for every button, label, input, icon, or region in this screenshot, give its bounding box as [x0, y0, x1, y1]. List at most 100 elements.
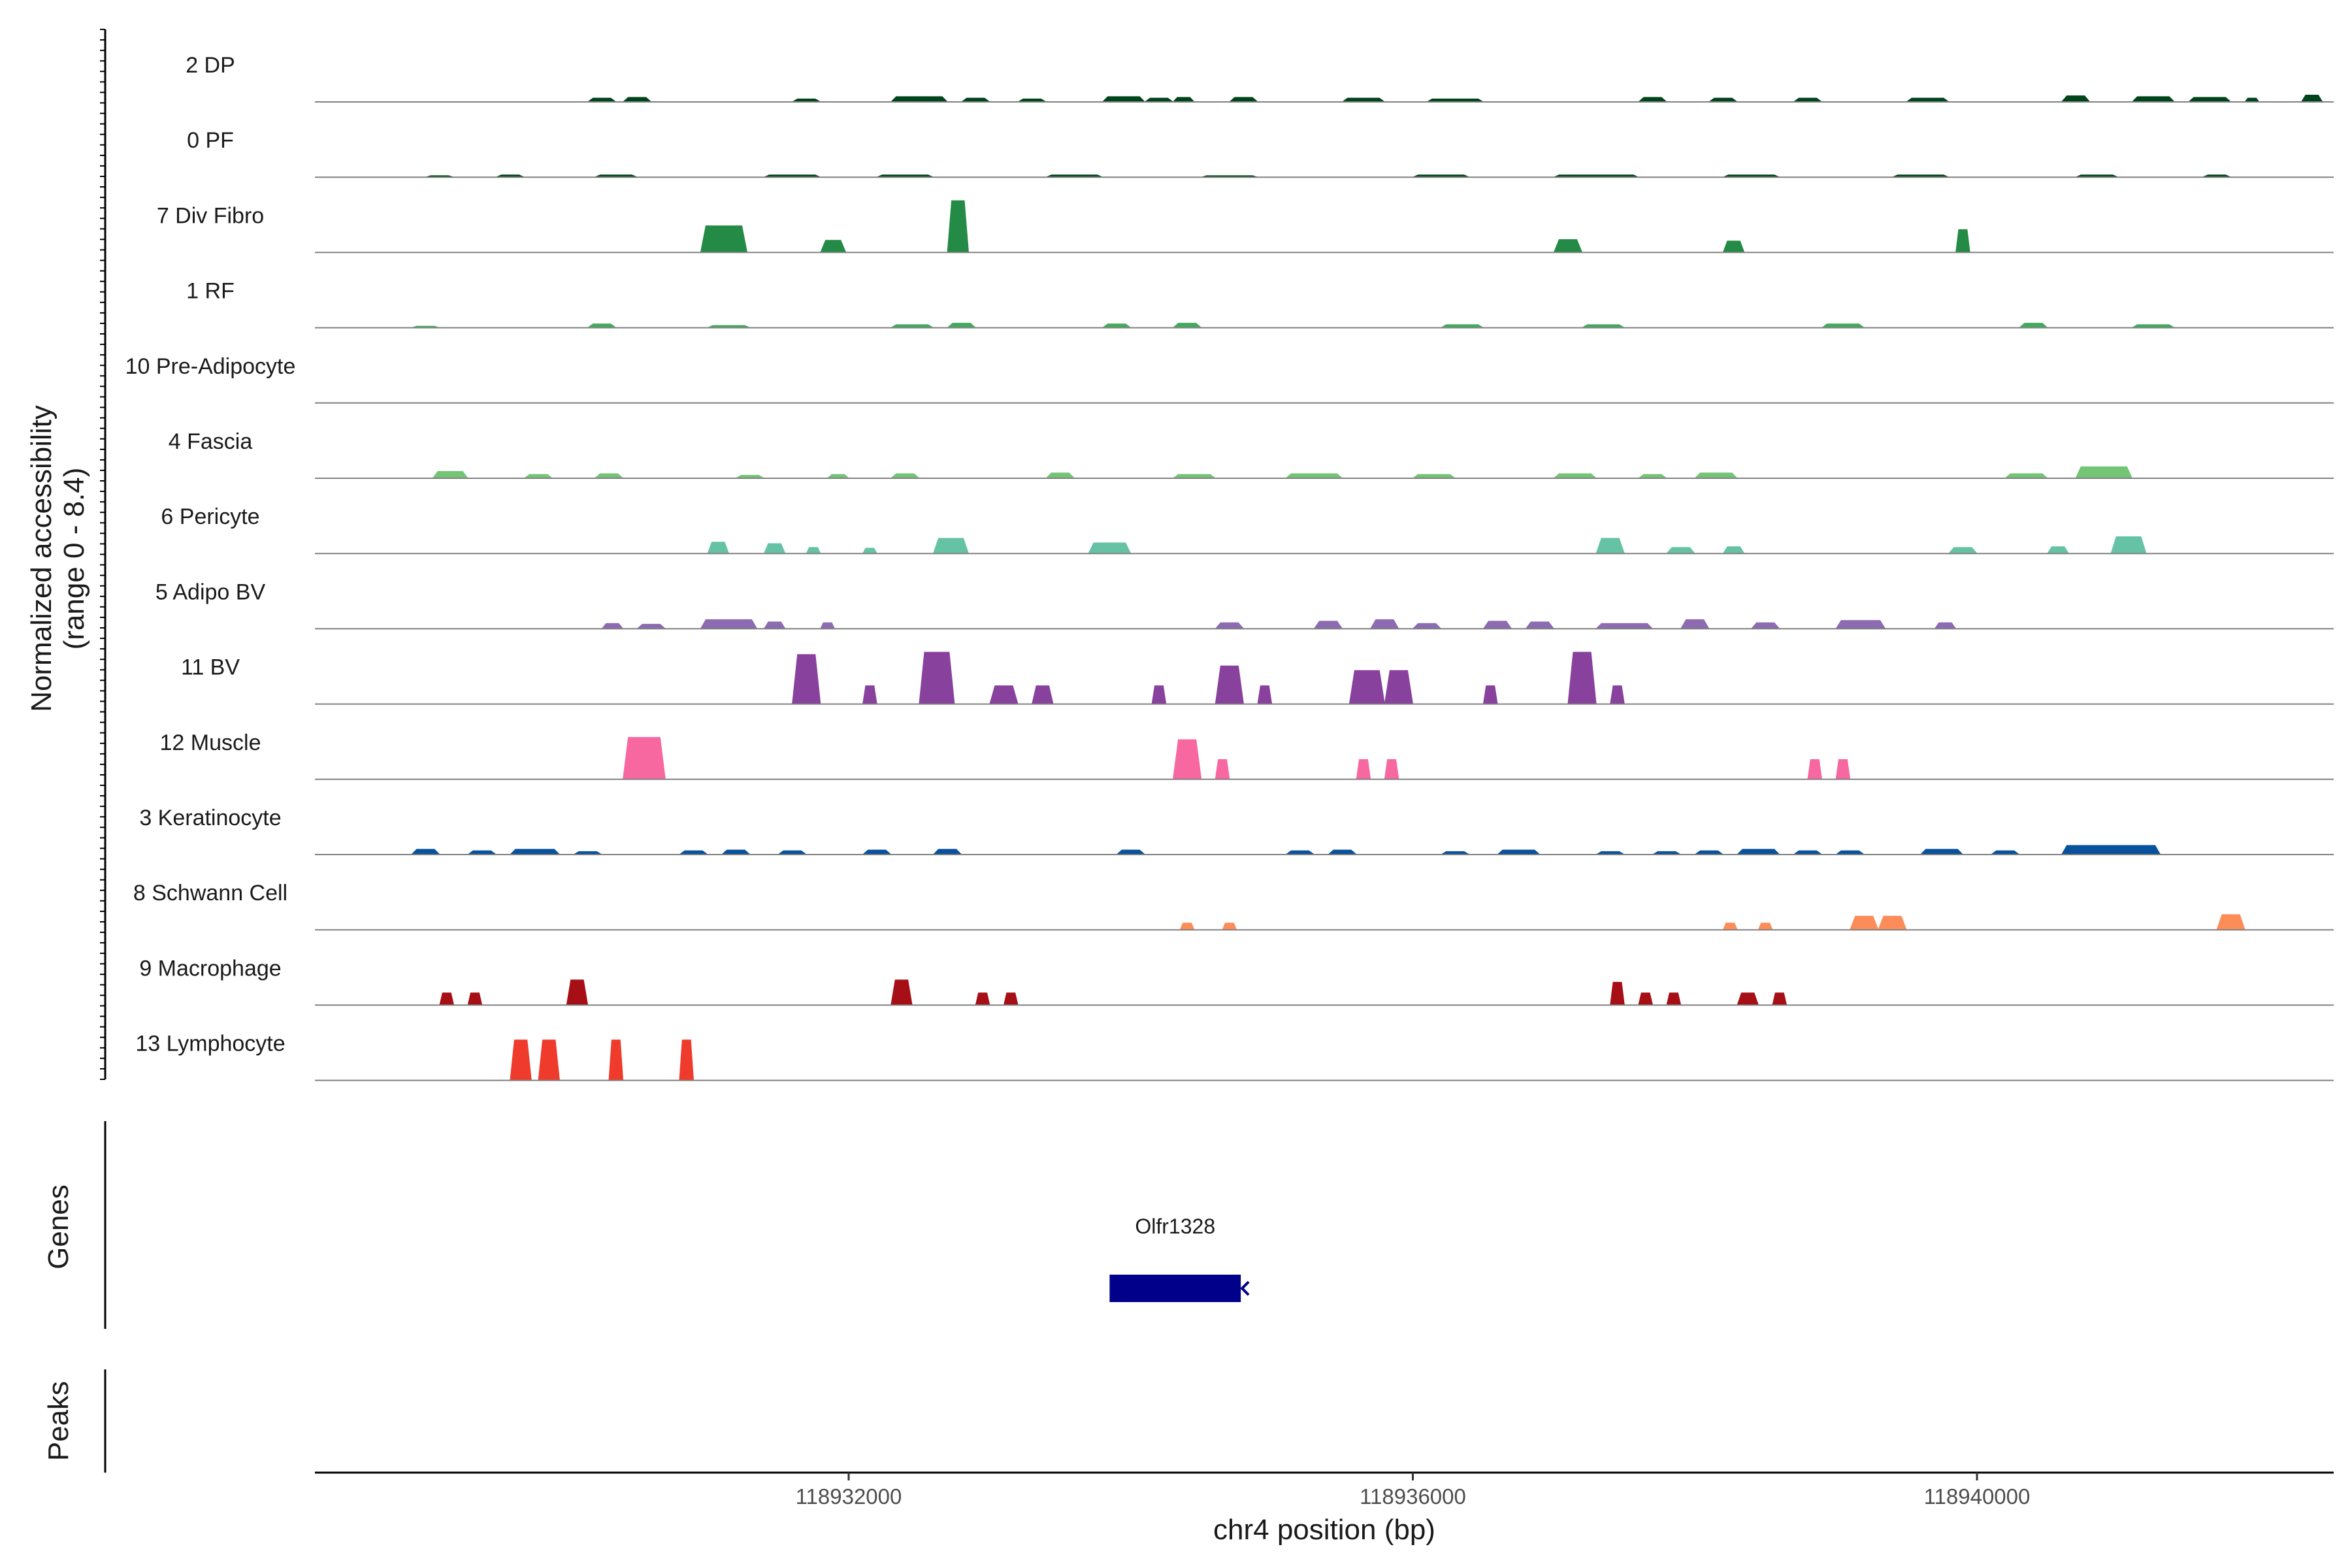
coverage-peak — [932, 849, 962, 855]
coverage-peak — [820, 240, 847, 253]
coverage-peak — [1045, 472, 1075, 479]
coverage-peak — [2131, 96, 2176, 103]
coverage-peak — [820, 622, 836, 629]
coverage-peak — [1595, 623, 1654, 629]
track-11-bv: 11 BV — [181, 651, 2334, 705]
coverage-peak — [1757, 923, 1773, 930]
coverage-peak — [1680, 619, 1710, 629]
coverage-peak — [432, 471, 469, 479]
coverage-peak — [1172, 323, 1203, 329]
coverage-peak — [700, 619, 758, 629]
track-label: 6 Pericyte — [161, 504, 259, 529]
coverage-peak — [1215, 665, 1245, 705]
coverage-peak — [700, 225, 748, 253]
coverage-peak — [1412, 623, 1442, 629]
coverage-peak — [1553, 473, 1597, 479]
gene-body — [1109, 1275, 1241, 1302]
track-label: 10 Pre-Adipocyte — [125, 354, 296, 379]
coverage-peak — [1102, 96, 1146, 103]
coverage-peak — [1666, 992, 1682, 1005]
coverage-peak — [1849, 915, 1879, 930]
coverage-peak — [594, 473, 624, 479]
coverage-peak — [2187, 97, 2232, 103]
coverage-peak — [947, 200, 970, 253]
coverage-peak — [721, 849, 751, 855]
coverage-peak — [1807, 759, 1823, 780]
coverage-peak — [2300, 95, 2323, 103]
track-label: 8 Schwann Cell — [133, 881, 287, 906]
coverage-peak — [1736, 849, 1780, 855]
coverage-peak — [1313, 621, 1343, 629]
coverage-peak — [932, 538, 970, 554]
coverage-peak — [763, 621, 786, 629]
x-tick-label: 118932000 — [796, 1484, 902, 1509]
coverage-peak — [1955, 229, 1970, 253]
x-tick-label: 118940000 — [1924, 1484, 2031, 1509]
coverage-peak — [1482, 621, 1512, 629]
x-axis-ticks: 118932000 118936000 118940000 — [796, 1473, 2031, 1509]
coverage-peak — [1595, 538, 1625, 554]
coverage-peak — [1228, 97, 1259, 103]
coverage-peak — [890, 96, 949, 103]
track-9-macrophage: 9 Macrophage — [139, 956, 2334, 1006]
coverage-peak — [1665, 547, 1696, 554]
track-0-pf: 0 PF — [187, 128, 2334, 178]
track-label: 11 BV — [181, 655, 240, 680]
track-label: 9 Macrophage — [139, 956, 281, 981]
track-label: 12 Muscle — [160, 730, 261, 755]
coverage-peak — [1835, 759, 1851, 780]
coverage-peak — [989, 685, 1019, 705]
coverage-peak — [1919, 849, 1964, 855]
coverage-peak — [1948, 547, 1978, 554]
coverage-peak — [1284, 473, 1343, 479]
coverage-peak — [1257, 685, 1273, 705]
coverage-peak — [566, 979, 589, 1005]
track-8-schwann-cell: 8 Schwann Cell — [133, 881, 2334, 931]
coverage-peak — [1482, 685, 1498, 705]
coverage-peak — [890, 979, 913, 1005]
coverage-peak — [1835, 620, 1886, 629]
coverage-peak — [1384, 759, 1399, 780]
coverage-peak — [1694, 472, 1739, 479]
y-axis-title: Normalized accessibility — [25, 405, 57, 711]
coverage-peak — [1878, 915, 1907, 930]
coverage-peak — [2047, 546, 2070, 554]
coverage-peak — [1032, 685, 1054, 705]
coverage-peak — [862, 849, 892, 855]
coverage-peak — [1172, 97, 1196, 103]
track-label: 1 RF — [186, 279, 235, 304]
coverage-peak — [2004, 473, 2049, 479]
coverage-peak — [622, 97, 653, 103]
track-6-pericyte: 6 Pericyte — [161, 504, 2334, 555]
track-2-dp: 2 DP — [186, 53, 2334, 103]
track-7-div-fibro: 7 Div Fibro — [157, 200, 2334, 253]
coverage-peak — [467, 992, 483, 1005]
coverage-peak — [1638, 992, 1654, 1005]
coverage-peak — [1610, 981, 1625, 1005]
track-label: 13 Lymphocyte — [135, 1032, 285, 1056]
track-1-rf: 1 RF — [186, 279, 2334, 329]
coverage-peak — [1553, 239, 1583, 253]
coverage-peak — [1737, 992, 1759, 1005]
coverage-peak — [1610, 685, 1625, 705]
coverage-peak — [1151, 685, 1167, 705]
coverage-peak — [623, 737, 666, 780]
coverage-peak — [1722, 240, 1745, 253]
coverage-peak — [1722, 923, 1738, 930]
strand-arrow-icon — [1240, 1281, 1250, 1296]
coverage-peak — [1750, 622, 1780, 629]
coverage-peak — [792, 654, 821, 705]
coverage-peak — [862, 685, 877, 705]
peaks-panel-title: Peaks — [42, 1381, 74, 1461]
coverage-y-axis — [100, 29, 106, 1080]
coverage-tracks: 2 DP 0 PF 7 Div Fibro 1 RF 10 Pre-Adipocyte 4… — [125, 53, 2334, 1081]
coverage-peak — [1222, 923, 1237, 930]
coverage-peak — [2061, 845, 2161, 855]
coverage-peak — [1637, 97, 1668, 103]
coverage-peak — [862, 547, 878, 554]
track-label: 7 Div Fibro — [157, 203, 264, 228]
coverage-peak — [1722, 546, 1745, 554]
coverage-peak — [2216, 914, 2246, 930]
y-axis-subtitle: (range 0 - 8.4) — [58, 468, 90, 650]
